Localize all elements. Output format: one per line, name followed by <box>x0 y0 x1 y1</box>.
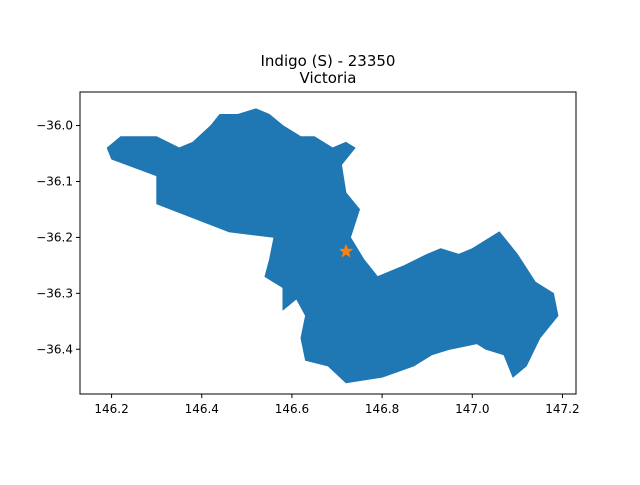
x-tick-label: 146.4 <box>185 402 219 416</box>
region-shape <box>106 108 559 384</box>
location-star-marker <box>338 243 354 258</box>
y-tick-label: −36.3 <box>36 286 73 300</box>
y-tick-label: −36.1 <box>36 174 73 188</box>
x-tick-label: 146.2 <box>94 402 128 416</box>
title-line-1: Indigo (S) - 23350 <box>261 52 396 70</box>
y-tick-label: −36.4 <box>36 342 73 356</box>
x-tick-label: 146.8 <box>365 402 399 416</box>
x-tick-label: 147.2 <box>545 402 579 416</box>
y-tick-label: −36.2 <box>36 230 73 244</box>
axes-frame <box>79 91 577 395</box>
title-line-2: Victoria <box>300 69 357 87</box>
y-tick-label: −36.0 <box>36 119 73 133</box>
x-tick-label: 147.0 <box>455 402 489 416</box>
x-tick-label: 146.6 <box>275 402 309 416</box>
